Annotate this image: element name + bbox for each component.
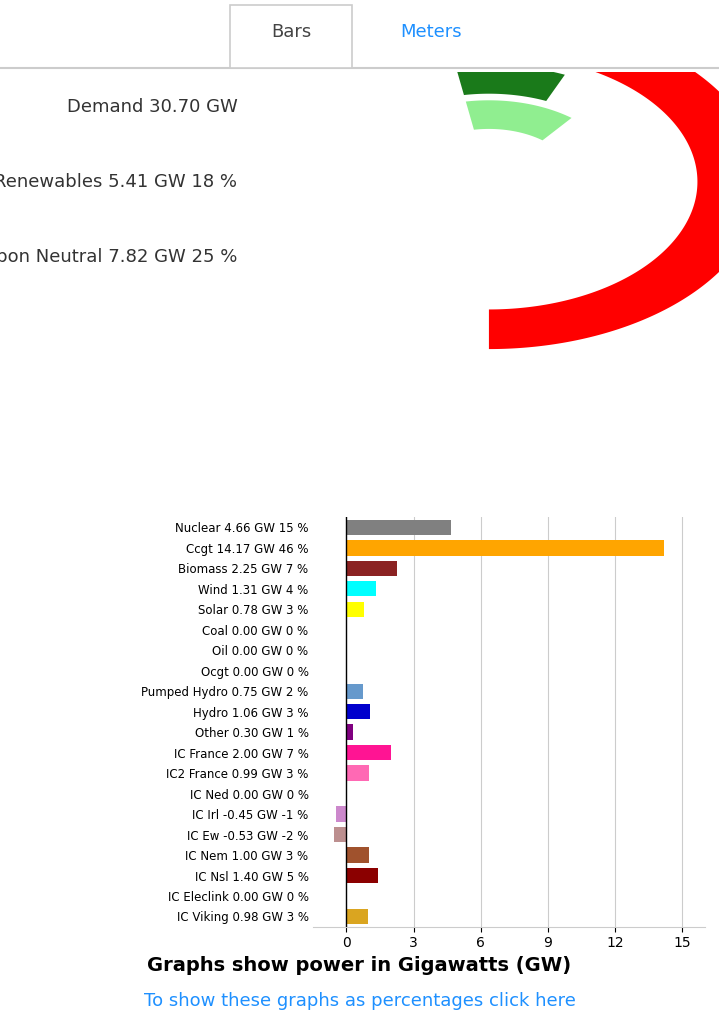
Text: To show these graphs as percentages click here: To show these graphs as percentages clic…	[144, 992, 575, 1011]
Polygon shape	[456, 66, 565, 101]
Text: Demand 30.70 GW: Demand 30.70 GW	[67, 98, 237, 116]
Polygon shape	[466, 100, 572, 140]
Bar	[347, 705, 370, 719]
Text: Graphs show power in Gigawatts (GW): Graphs show power in Gigawatts (GW)	[147, 956, 572, 975]
Bar	[347, 560, 397, 575]
Bar	[347, 519, 451, 535]
Bar	[334, 826, 347, 842]
Text: Meters: Meters	[400, 24, 462, 41]
Bar	[347, 847, 369, 862]
Bar	[336, 807, 347, 821]
Bar	[347, 601, 364, 616]
Bar	[347, 744, 391, 760]
Bar	[347, 765, 369, 780]
Bar	[347, 684, 363, 698]
Text: Bars: Bars	[271, 24, 311, 41]
Text: Renewables 5.41 GW 18 %: Renewables 5.41 GW 18 %	[0, 173, 237, 190]
Bar	[347, 909, 368, 924]
FancyBboxPatch shape	[230, 5, 352, 68]
Polygon shape	[441, 14, 719, 349]
Bar	[347, 867, 377, 883]
Bar	[347, 724, 353, 739]
Bar	[347, 581, 376, 596]
Bar	[347, 540, 664, 555]
Text: Carbon Neutral 7.82 GW 25 %: Carbon Neutral 7.82 GW 25 %	[0, 248, 237, 265]
